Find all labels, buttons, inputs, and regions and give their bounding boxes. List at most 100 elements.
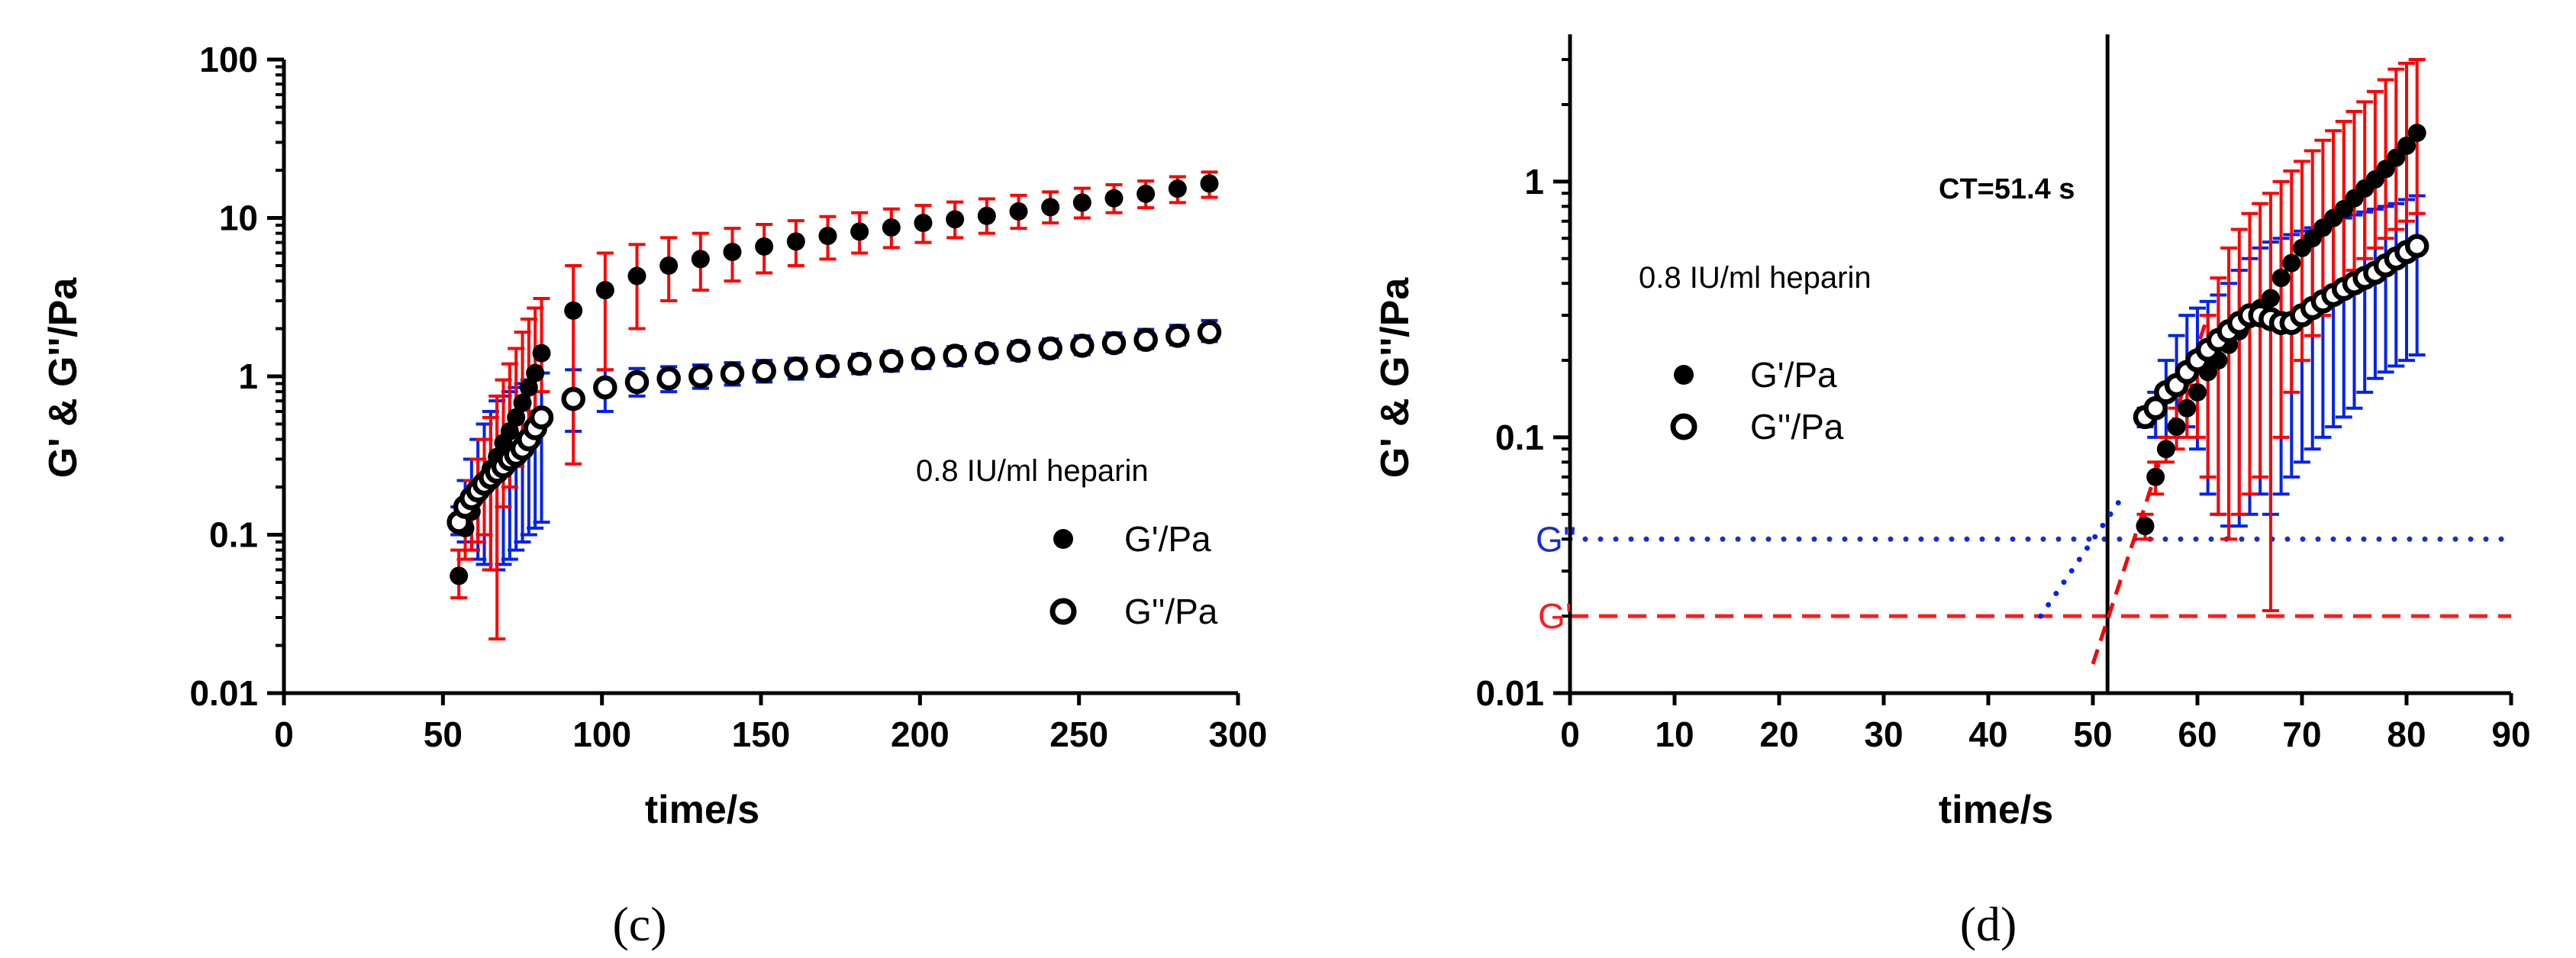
d-point-gp: [2188, 382, 2207, 402]
c-point-gpp: [1101, 331, 1127, 356]
c-y-tick-label: 1: [238, 356, 258, 396]
d-point-gpp: [2143, 396, 2168, 421]
c-point-gp: [1041, 198, 1060, 217]
d-gp-ref-label: G': [1538, 596, 1572, 636]
d-reference-lines: [1567, 34, 2514, 693]
d-markers: [2133, 124, 2429, 536]
c-legend-gpp-label: G''/Pa: [1124, 592, 1218, 631]
d-point-gp: [2178, 398, 2197, 418]
d-panel-label: (d): [1960, 897, 2017, 951]
c-point-gp: [627, 266, 646, 285]
c-x-tick-label: 50: [424, 714, 463, 754]
d-legend-gp-marker: [1674, 365, 1694, 385]
d-x-tick-label: 0: [1560, 714, 1580, 754]
c-point-gp: [818, 227, 837, 246]
c-point-gpp: [1038, 336, 1062, 361]
c-point-gp: [977, 206, 996, 225]
c-legend-gp-marker: [1053, 529, 1073, 549]
d-ticks: 0 10 20 30 40 50 60 70 80 90 0.01 0.1 1: [1475, 58, 2531, 754]
c-ticks: 0 50 100 150 200 250 300 0.01 0.1 1 10 100: [189, 40, 1267, 754]
c-x-axis-title: time/s: [645, 788, 759, 832]
c-legend-gp-label: G'/Pa: [1124, 519, 1211, 559]
d-x-axis-title: time/s: [1939, 788, 2053, 832]
d-x-tick-label: 30: [1864, 714, 1903, 754]
d-gpp-ref-label: G'': [1536, 519, 1576, 559]
c-point-gp: [882, 218, 901, 237]
d-ct-label: CT=51.4 s: [1939, 173, 2075, 205]
d-legend-gpp-label: G''/Pa: [1750, 407, 1844, 447]
c-panel-label: (c): [612, 897, 666, 951]
d-point-gp: [2271, 269, 2291, 288]
d-x-tick-label: 50: [2073, 714, 2112, 754]
c-point-gpp: [529, 405, 554, 430]
c-x-tick-label: 300: [1209, 714, 1268, 754]
c-point-gp: [691, 250, 710, 269]
c-point-gp: [450, 566, 469, 585]
c-point-gpp: [624, 369, 650, 395]
d-point-gp: [2387, 148, 2406, 167]
d-point-gp: [2167, 418, 2186, 437]
c-point-gp: [507, 408, 526, 427]
d-point-gp: [2136, 517, 2155, 536]
d-y-tick-label: 0.1: [1495, 418, 1544, 457]
c-point-gpp: [1165, 324, 1190, 348]
c-point-gp: [914, 214, 933, 233]
c-point-gp: [850, 222, 869, 241]
d-point-gp: [2282, 253, 2301, 273]
d-x-tick-label: 90: [2491, 714, 2530, 754]
d-y-tick-label: 0.01: [1475, 673, 1544, 713]
c-point-gp: [526, 363, 545, 382]
c-point-gpp: [975, 340, 999, 366]
d-point-gp: [2146, 467, 2165, 486]
c-x-tick-label: 250: [1049, 714, 1108, 754]
c-point-gpp: [656, 366, 681, 391]
c-point-gp: [786, 232, 805, 251]
d-legend-gp-label: G'/Pa: [1750, 355, 1837, 395]
c-point-gpp: [1006, 338, 1031, 363]
c-legend-title: 0.8 IU/ml heparin: [916, 454, 1149, 488]
d-point-gp: [2407, 124, 2426, 143]
c-point-gpp: [561, 386, 585, 411]
c-point-gpp: [911, 346, 936, 371]
c-point-gp: [723, 243, 742, 262]
c-point-gpp: [752, 359, 776, 383]
c-point-gp: [1072, 193, 1091, 212]
c-point-gp: [755, 237, 774, 256]
c-point-gp: [519, 378, 538, 397]
d-axes: [1568, 34, 2511, 695]
panel-c: 0 50 100 150 200 250 300 0.01 0.1 1 10 100 time/s G…: [41, 40, 1267, 951]
c-point-gpp: [593, 375, 617, 400]
c-point-gp: [946, 210, 965, 229]
c-point-gpp: [879, 349, 904, 373]
c-point-gp: [1009, 202, 1028, 221]
c-point-gp: [513, 393, 532, 412]
c-point-gpp: [720, 361, 745, 386]
d-legend-gpp-marker: [1670, 413, 1697, 440]
d-x-tick-label: 20: [1759, 714, 1798, 754]
d-gpp-fit-line: [2038, 491, 2127, 619]
d-x-tick-label: 70: [2282, 714, 2321, 754]
d-point-gp: [2397, 136, 2416, 155]
c-point-gp: [1200, 174, 1219, 193]
c-point-gpp: [847, 351, 872, 376]
c-y-tick-label: 10: [219, 198, 258, 238]
c-legend-gpp-marker: [1049, 598, 1077, 625]
c-point-gp: [564, 301, 583, 320]
c-y-tick-label: 100: [199, 40, 258, 79]
c-point-gpp: [815, 353, 840, 379]
c-point-gpp: [1133, 327, 1158, 352]
c-x-tick-label: 100: [572, 714, 631, 754]
c-point-gpp: [943, 344, 967, 368]
c-point-gp: [532, 344, 551, 363]
c-x-tick-label: 150: [732, 714, 791, 754]
d-point-gp: [2261, 289, 2280, 308]
d-x-tick-label: 80: [2387, 714, 2426, 754]
c-point-gp: [659, 256, 679, 275]
c-point-gpp: [1070, 334, 1095, 358]
c-point-gpp: [784, 356, 808, 381]
d-y-axis-title: G' & G''/Pa: [1373, 277, 1417, 479]
d-y-tick-label: 1: [1524, 162, 1544, 202]
c-y-tick-label: 0.1: [209, 515, 258, 555]
c-x-tick-label: 0: [274, 714, 294, 754]
